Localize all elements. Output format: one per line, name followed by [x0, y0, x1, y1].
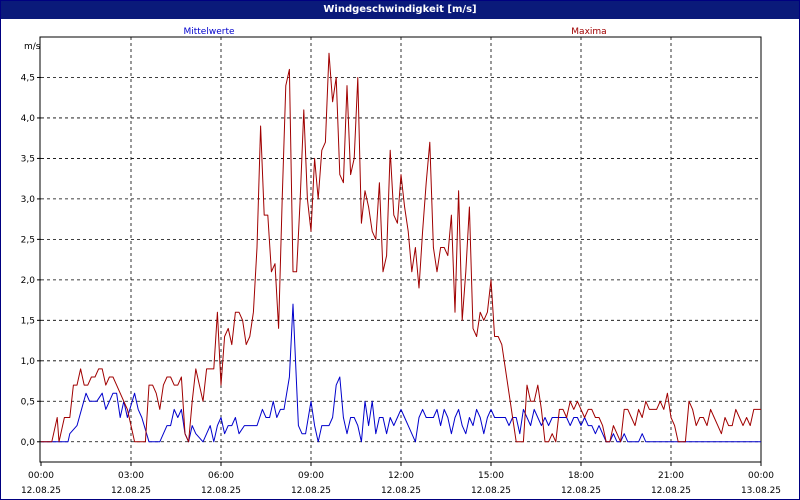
window-title: Windgeschwindigkeit [m/s]	[1, 1, 799, 19]
legend-mittelwerte: Mittelwerte	[183, 27, 234, 37]
grid	[41, 37, 761, 462]
x-tick-time: 00:00	[748, 471, 774, 481]
x-tick-date: 12.08.25	[21, 486, 61, 496]
y-axis-ticks: 0,0 0,5 1,0 1,5 2,0 2,5 3,0 3,5 4,0 4,5	[21, 73, 41, 448]
x-tick-date: 12.08.25	[291, 486, 331, 496]
series-lines	[41, 52, 761, 443]
x-tick-date: 13.08.25	[741, 486, 781, 496]
x-tick-time: 09:00	[298, 471, 324, 481]
x-tick-date: 12.08.25	[561, 486, 601, 496]
x-tick-time: 18:00	[568, 471, 594, 481]
plot-area	[39, 36, 762, 463]
y-tick-label: 1,5	[21, 316, 35, 326]
y-tick-label: 4,5	[21, 73, 35, 83]
y-tick-label: 2,0	[21, 276, 36, 286]
x-tick-time: 03:00	[118, 471, 144, 481]
x-tick-time: 00:00	[28, 471, 54, 481]
x-tick-date: 12.08.25	[201, 486, 241, 496]
y-tick-label: 0,5	[21, 397, 35, 407]
y-tick-label: 2,5	[21, 235, 35, 245]
x-tick-date: 12.08.25	[471, 486, 511, 496]
x-tick-date: 12.08.25	[381, 486, 421, 496]
x-tick-time: 21:00	[658, 471, 684, 481]
x-tick-time: 06:00	[208, 471, 234, 481]
x-tick-time: 12:00	[388, 471, 414, 481]
y-axis-label: m/s	[24, 42, 41, 52]
x-tick-date: 12.08.25	[651, 486, 691, 496]
y-tick-label: 4,0	[21, 114, 36, 124]
y-tick-label: 1,0	[21, 357, 36, 367]
series-line-maxima	[41, 52, 761, 443]
x-axis-ticks: 00:00 12.08.25 03:00 12.08.25 06:00 12.08.25 0…	[21, 462, 781, 496]
legend-maxima: Maxima	[571, 27, 606, 37]
y-tick-label: 3,5	[21, 154, 35, 164]
series-line-mittelwerte	[41, 303, 761, 443]
x-tick-date: 12.08.25	[111, 486, 151, 496]
y-tick-label: 0,0	[21, 438, 36, 448]
x-tick-time: 15:00	[478, 471, 504, 481]
y-tick-label: 3,0	[21, 195, 36, 205]
